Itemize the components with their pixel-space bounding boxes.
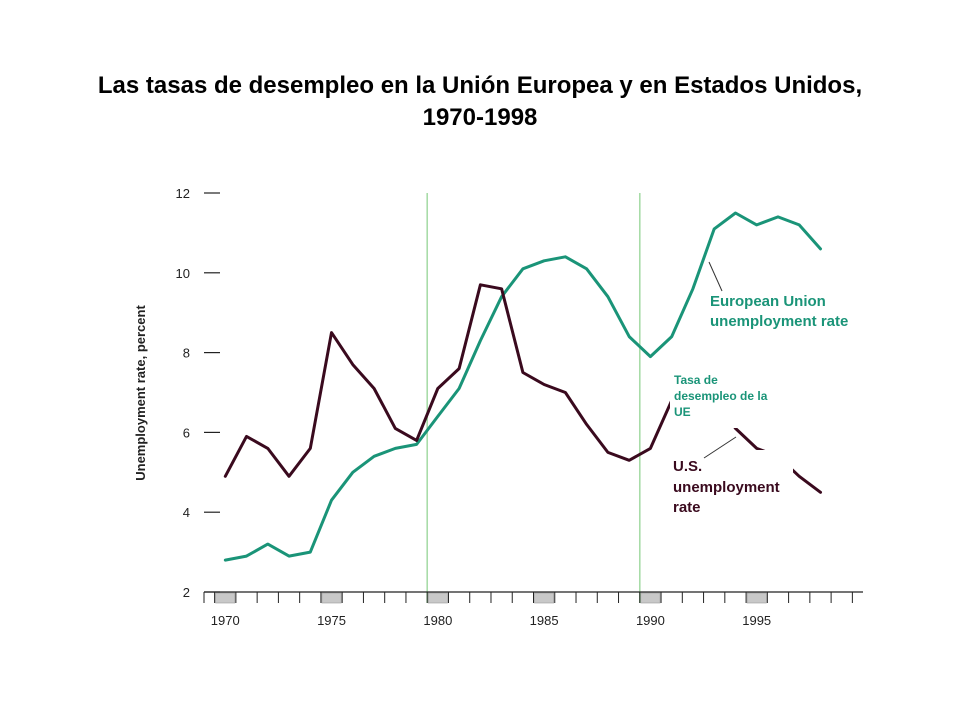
shaded-year-box [746,592,767,604]
y-tick-label: 12 [176,186,190,201]
x-tick-label: 1980 [423,613,452,628]
tasa-annotation-line-3: UE [674,405,691,419]
us-label-background [668,450,793,518]
chart-title: Las tasas de desempleo en la Unión Europ… [0,70,960,134]
us-annotation-leader [703,436,737,459]
y-tick-label: 4 [183,505,190,520]
x-tick-label: 1985 [530,613,559,628]
y-ticks-group: 2 4 6 8 10 12 [176,186,220,600]
recession-lines-group [426,193,641,603]
shaded-year-box [427,592,448,604]
y-tick-label: 6 [183,425,190,440]
y-tick-label: 10 [176,266,190,281]
us-annotation-line-1: U.S. [673,458,702,475]
eu-annotation-line-2: unemployment rate [710,313,848,330]
shaded-year-box [215,592,236,604]
x-tick-label: 1970 [211,613,240,628]
shaded-year-box [321,592,342,604]
y-tick-label: 8 [183,346,190,361]
chart-title-line-2: 1970-1998 [422,104,538,131]
x-ticks-group: 1970 1975 1980 1985 1990 1995 [203,592,853,628]
shaded-year-box [640,592,661,604]
eu-unemployment-line [223,211,822,562]
us-annotation-line-3: rate [673,499,701,516]
y-tick-label: 2 [183,585,190,600]
x-tick-label: 1990 [636,613,665,628]
tasa-label-background [670,368,790,428]
chart-title-line-1: Las tasas de desempleo en la Unión Europ… [97,72,863,99]
year-shading-group [215,592,767,604]
tasa-annotation-line-1: Tasa de [674,373,718,387]
eu-annotation-label: European Union unemployment rate [710,293,848,330]
us-annotation-label: U.S. unemployment rate [673,458,784,516]
eu-annotation-leader [708,261,723,292]
us-annotation-line-2: unemployment [673,479,780,496]
y-axis-label: Unemployment rate, percent [133,305,148,481]
tasa-annotation-line-2: desempleo de la [674,389,768,403]
eu-annotation-line-1: European Union [710,293,826,310]
x-tick-label: 1995 [742,613,771,628]
tasa-annotation-label: Tasa de desempleo de la UE [674,373,771,419]
shaded-year-box [534,592,555,604]
x-tick-label: 1975 [317,613,346,628]
